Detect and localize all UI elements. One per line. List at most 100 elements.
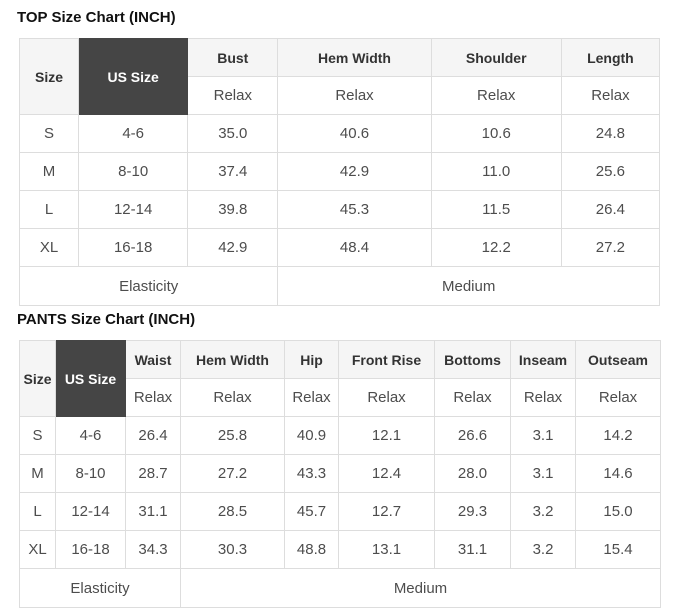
elasticity-value-cell: Medium: [180, 568, 661, 608]
elasticity-row: Elasticity Medium: [19, 568, 661, 608]
size-cell: M: [19, 454, 56, 493]
length-relax-subheader: Relax: [560, 76, 661, 115]
us-size-cell: 16-18: [55, 530, 126, 569]
hem-width-value-cell: 42.9: [277, 152, 432, 191]
inseam-value-cell: 3.2: [510, 492, 576, 531]
size-cell: L: [19, 492, 56, 531]
waist-col-header: Waist: [125, 340, 181, 379]
hem-width-value-cell: 28.5: [180, 492, 285, 531]
hem-width-relax-subheader: Relax: [277, 76, 432, 115]
hip-relax-subheader: Relax: [284, 378, 339, 417]
hem-width-value-cell: 45.3: [277, 190, 432, 229]
us-size-cell: 12-14: [55, 492, 126, 531]
front-rise-value-cell: 12.4: [338, 454, 435, 493]
us-size-cell: 8-10: [55, 454, 126, 493]
size-cell: XL: [19, 530, 56, 569]
hip-value-cell: 45.7: [284, 492, 339, 531]
bust-value-cell: 39.8: [187, 190, 279, 229]
bottoms-value-cell: 26.6: [434, 416, 511, 455]
waist-value-cell: 28.7: [125, 454, 181, 493]
shoulder-value-cell: 12.2: [430, 228, 562, 267]
hem-width-col-header: Hem Width: [180, 340, 285, 379]
outseam-value-cell: 15.4: [575, 530, 661, 569]
outseam-value-cell: 14.6: [575, 454, 661, 493]
hem-width-value-cell: 40.6: [277, 114, 432, 153]
bust-value-cell: 37.4: [187, 152, 279, 191]
waist-value-cell: 31.1: [125, 492, 181, 531]
front-rise-value-cell: 13.1: [338, 530, 435, 569]
bust-value-cell: 35.0: [187, 114, 279, 153]
hip-col-header: Hip: [284, 340, 339, 379]
inseam-col-header: Inseam: [510, 340, 576, 379]
pants-size-chart-title: PANTS Size Chart (INCH): [17, 311, 196, 328]
us-size-cell: 4-6: [78, 114, 189, 153]
hem-width-relax-subheader: Relax: [180, 378, 285, 417]
shoulder-value-cell: 11.0: [430, 152, 562, 191]
elasticity-value-cell: Medium: [277, 266, 660, 306]
inseam-value-cell: 3.1: [510, 416, 576, 455]
table-row: M 8-10 37.4 42.9 11.0 25.6: [18, 152, 661, 191]
outseam-relax-subheader: Relax: [575, 378, 661, 417]
bust-relax-subheader: Relax: [187, 76, 279, 115]
top-size-chart-section: TOP Size Chart (INCH) Size US Size Bust Hem…: [17, 9, 661, 306]
size-col-header: Size: [18, 38, 80, 115]
header-row: Size US Size Waist Hem Width Hip Front Rise Bo…: [19, 340, 661, 417]
table-row: L 12-14 31.1 28.5 45.7 12.7 29.3 3.2 15.0: [19, 492, 661, 531]
waist-relax-subheader: Relax: [125, 378, 181, 417]
size-cell: S: [19, 416, 56, 455]
bust-value-cell: 42.9: [187, 228, 279, 267]
sub-header-row: Relax Relax Relax Relax: [20, 76, 661, 115]
size-col-header: Size: [19, 340, 56, 417]
table-row: S 4-6 35.0 40.6 10.6 24.8: [18, 114, 661, 153]
waist-value-cell: 26.4: [125, 416, 181, 455]
top-size-chart-title: TOP Size Chart (INCH): [17, 9, 176, 26]
hem-width-col-header: Hem Width: [277, 38, 432, 77]
length-col-header: Length: [560, 38, 661, 77]
elasticity-label-cell: Elasticity: [18, 266, 279, 306]
hip-value-cell: 43.3: [284, 454, 339, 493]
table-row: L 12-14 39.8 45.3 11.5 26.4: [18, 190, 661, 229]
us-size-cell: 16-18: [78, 228, 189, 267]
inseam-value-cell: 3.1: [510, 454, 576, 493]
outseam-value-cell: 14.2: [575, 416, 661, 455]
us-size-cell: 12-14: [78, 190, 189, 229]
size-cell: XL: [18, 228, 80, 267]
us-size-cell: 4-6: [55, 416, 126, 455]
table-row: XL 16-18 34.3 30.3 48.8 13.1 31.1 3.2 15.4: [19, 530, 661, 569]
length-value-cell: 25.6: [560, 152, 661, 191]
waist-value-cell: 34.3: [125, 530, 181, 569]
front-rise-value-cell: 12.7: [338, 492, 435, 531]
pants-size-table: Size US Size Waist Hem Width Hip Front Rise Bo…: [19, 340, 661, 608]
inseam-relax-subheader: Relax: [510, 378, 576, 417]
pants-size-chart-section: PANTS Size Chart (INCH) Size US Size Waist…: [17, 311, 661, 608]
table-row: XL 16-18 42.9 48.4 12.2 27.2: [18, 228, 661, 267]
inseam-value-cell: 3.2: [510, 530, 576, 569]
outseam-col-header: Outseam: [575, 340, 661, 379]
size-cell: M: [18, 152, 80, 191]
hem-width-value-cell: 48.4: [277, 228, 432, 267]
shoulder-value-cell: 11.5: [430, 190, 562, 229]
front-rise-col-header: Front Rise: [338, 340, 435, 379]
bottoms-value-cell: 31.1: [434, 530, 511, 569]
shoulder-relax-subheader: Relax: [430, 76, 562, 115]
shoulder-col-header: Shoulder: [430, 38, 562, 77]
elasticity-label-cell: Elasticity: [19, 568, 181, 608]
bottoms-value-cell: 29.3: [434, 492, 511, 531]
header-row: Size US Size Bust Hem Width Shoulder Length: [18, 38, 661, 115]
length-value-cell: 27.2: [560, 228, 661, 267]
size-cell: S: [18, 114, 80, 153]
front-rise-value-cell: 12.1: [338, 416, 435, 455]
hem-width-value-cell: 27.2: [180, 454, 285, 493]
length-value-cell: 26.4: [560, 190, 661, 229]
us-size-cell: 8-10: [78, 152, 189, 191]
sub-header-row: Relax Relax Relax Relax Relax Relax Relax: [20, 378, 661, 417]
us-size-col-header: US Size: [55, 340, 126, 417]
us-size-col-header: US Size: [78, 38, 189, 115]
table-row: S 4-6 26.4 25.8 40.9 12.1 26.6 3.1 14.2: [19, 416, 661, 455]
outseam-value-cell: 15.0: [575, 492, 661, 531]
hip-value-cell: 40.9: [284, 416, 339, 455]
elasticity-row: Elasticity Medium: [18, 266, 660, 306]
front-rise-relax-subheader: Relax: [338, 378, 435, 417]
bottoms-value-cell: 28.0: [434, 454, 511, 493]
hem-width-value-cell: 25.8: [180, 416, 285, 455]
